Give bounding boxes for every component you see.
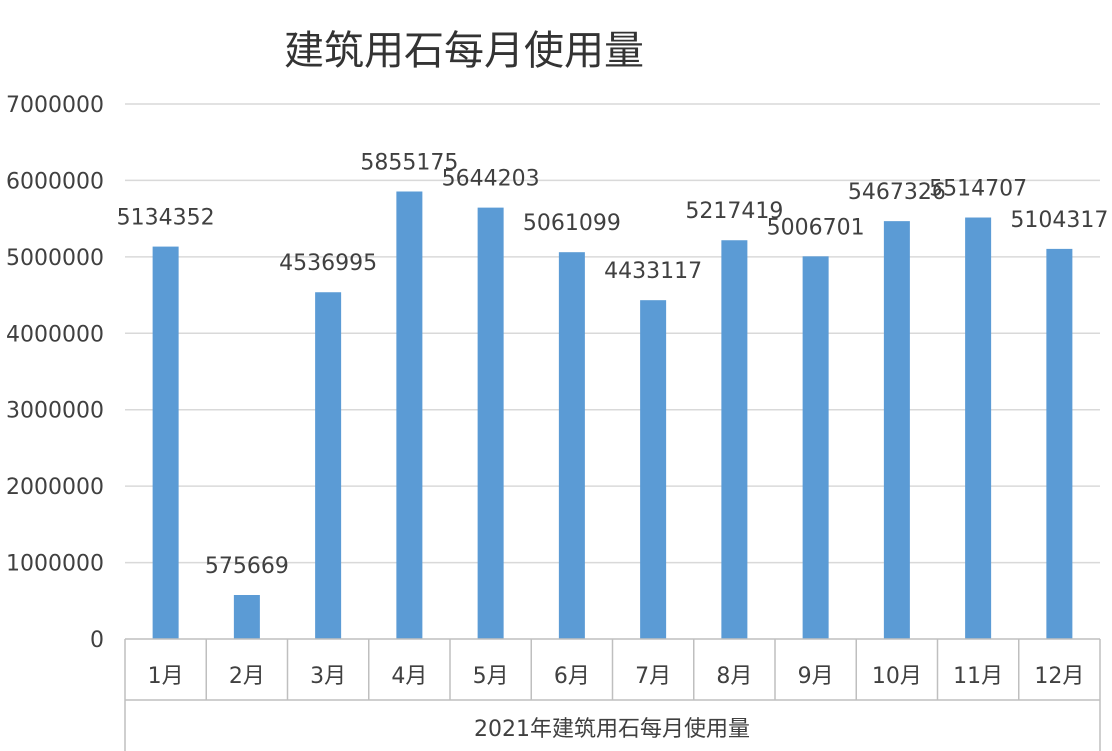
bars <box>152 191 1073 640</box>
bar <box>883 221 910 640</box>
data-label: 5467326 <box>848 180 946 205</box>
x-tick-label: 8月 <box>716 664 752 689</box>
y-tick-label: 0 <box>90 628 104 653</box>
data-label: 4536995 <box>279 251 377 276</box>
bar <box>558 252 585 639</box>
chart-title: 建筑用石每月使用量 <box>284 28 644 74</box>
x-tick-label: 6月 <box>554 664 590 689</box>
data-label: 5217419 <box>685 199 783 224</box>
y-tick-label: 2000000 <box>6 475 104 500</box>
data-label: 5514707 <box>929 177 1027 202</box>
data-label: 5061099 <box>523 211 621 236</box>
x-axis-title: 2021年建筑用石每月使用量 <box>474 717 750 742</box>
x-tick-label: 3月 <box>310 664 346 689</box>
data-label: 5104317 <box>1010 208 1108 233</box>
y-tick-label: 4000000 <box>6 322 104 347</box>
data-label: 5134352 <box>117 206 215 231</box>
bar <box>640 300 667 639</box>
bar <box>477 207 504 639</box>
x-axis-category-labels: 1月 2月 3月 4月 5月 6月 7月 8月 9月 10月 11月 12月 <box>148 664 1085 689</box>
bar <box>396 191 423 639</box>
data-label: 575669 <box>205 554 289 579</box>
y-tick-label: 7000000 <box>6 93 104 118</box>
bar <box>315 292 342 639</box>
bar <box>965 217 992 639</box>
x-tick-label: 2月 <box>229 664 265 689</box>
x-tick-label: 10月 <box>872 664 922 689</box>
y-tick-label: 3000000 <box>6 399 104 424</box>
bar <box>1046 248 1073 639</box>
y-tick-label: 5000000 <box>6 246 104 271</box>
x-tick-label: 9月 <box>798 664 834 689</box>
data-label: 4433117 <box>604 259 702 284</box>
x-tick-label: 7月 <box>635 664 671 689</box>
data-label: 5855175 <box>360 150 458 175</box>
x-tick-label: 1月 <box>148 664 184 689</box>
gridlines <box>125 103 1100 564</box>
x-axis-frame <box>124 638 1101 751</box>
bar <box>721 240 748 639</box>
x-tick-label: 4月 <box>391 664 427 689</box>
y-axis-tick-labels: 0 1000000 2000000 3000000 4000000 5000000 6000… <box>6 93 104 653</box>
bar <box>233 595 260 639</box>
x-tick-label: 5月 <box>473 664 509 689</box>
data-label: 5006701 <box>767 215 865 240</box>
bar <box>802 256 829 639</box>
x-tick-label: 12月 <box>1034 664 1084 689</box>
data-label: 5644203 <box>442 167 540 192</box>
y-tick-label: 6000000 <box>6 169 104 194</box>
x-tick-label: 11月 <box>953 664 1003 689</box>
y-tick-label: 1000000 <box>6 552 104 577</box>
bar <box>152 246 179 639</box>
